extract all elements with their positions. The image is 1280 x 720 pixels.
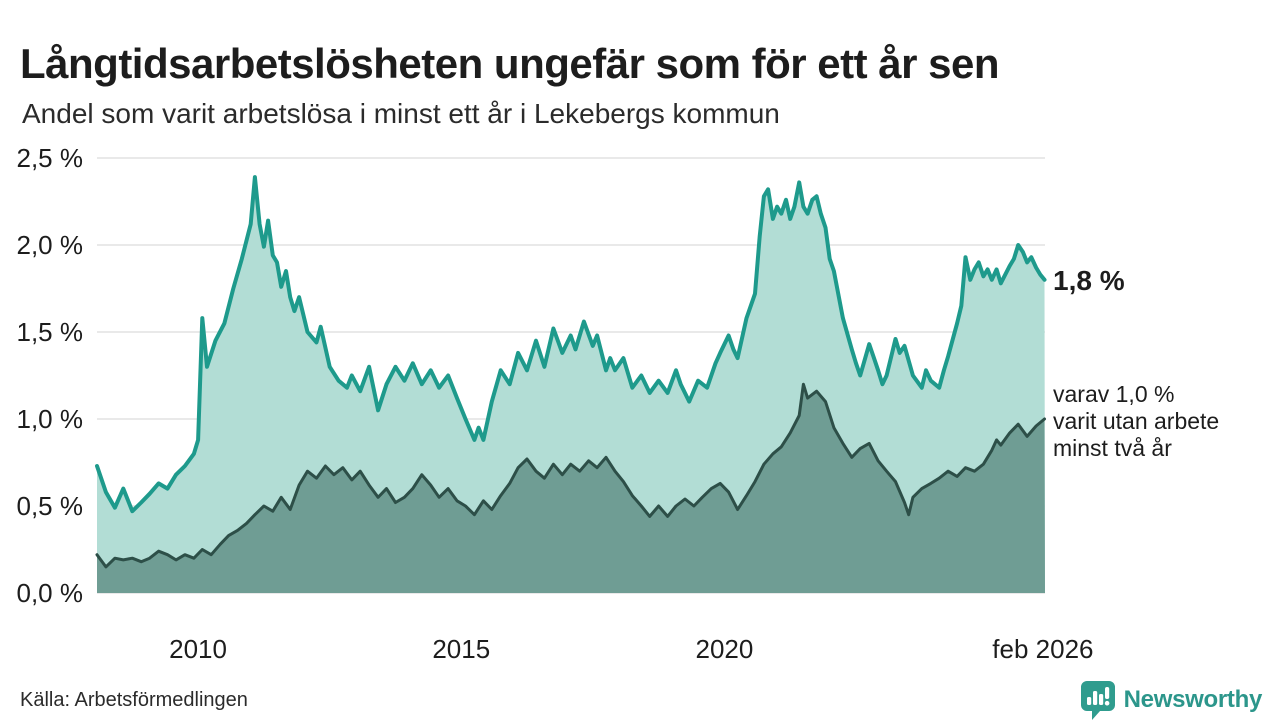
source-caption: Källa: Arbetsförmedlingen <box>20 689 248 711</box>
y-tick-label: 2,0 % <box>17 230 84 260</box>
x-tick-label: 2010 <box>169 634 227 664</box>
series-line <box>95 382 1046 569</box>
x-tick-label: 2015 <box>432 634 490 664</box>
y-tick-label: 2,5 % <box>17 143 84 173</box>
newsworthy-wordmark: Newsworthy <box>1123 686 1263 713</box>
varav-annotation: varav 1,0 % varit utan arbete minst två … <box>1053 381 1219 462</box>
x-tick-label: feb 2026 <box>992 634 1093 664</box>
y-tick-label: 0,0 % <box>17 578 84 608</box>
x-tick-label: 2020 <box>696 634 754 664</box>
series-line <box>95 175 1047 514</box>
newsworthy-logo: Newsworthy <box>1080 680 1262 720</box>
y-tick-label: 1,0 % <box>17 404 84 434</box>
varav-annotation-line3: minst två år <box>1053 435 1172 461</box>
series-area <box>97 384 1045 593</box>
varav-annotation-line1: varav 1,0 % <box>1053 381 1175 407</box>
varav-annotation-line2: varit utan arbete <box>1053 408 1220 434</box>
y-tick-label: 0,5 % <box>17 491 84 521</box>
page-title: Långtidsarbetslösheten ungefär som för e… <box>20 40 1000 88</box>
y-tick-label: 1,5 % <box>17 317 84 347</box>
chart-subtitle: Andel som varit arbetslösa i minst ett å… <box>22 98 780 129</box>
latest-value-annotation: 1,8 % <box>1053 265 1125 296</box>
newsworthy-badge-icon <box>1080 681 1115 720</box>
